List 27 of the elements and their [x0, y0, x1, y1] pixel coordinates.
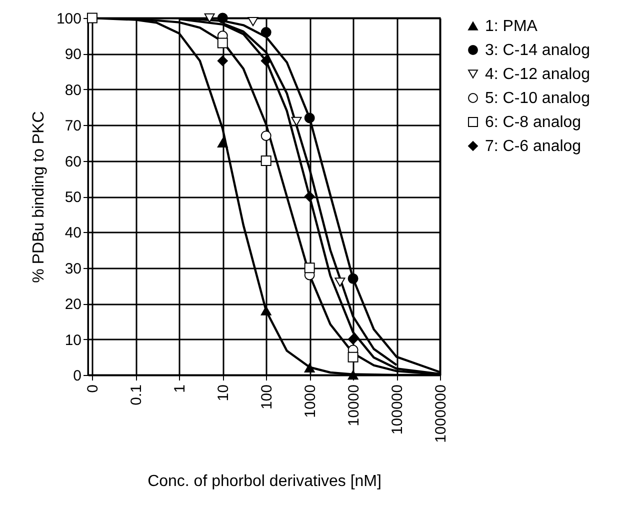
legend-label: 3: C-14 analog: [485, 42, 590, 59]
y-tick-label: 30: [64, 260, 82, 278]
x-tick-label: 10: [215, 384, 232, 402]
x-tick-label: 10000: [346, 384, 363, 426]
x-tick-label: 0.1: [128, 384, 146, 406]
x-tick-label: 1: [172, 384, 189, 393]
x-axis-title: Conc. of phorbol derivatives [nM]: [148, 472, 382, 490]
y-tick-label: 40: [64, 224, 82, 242]
legend-label: 4: C-12 analog: [485, 66, 590, 83]
y-tick-label: 60: [64, 153, 82, 170]
x-tick-label: 100: [258, 384, 276, 410]
legend-label: 1: PMA: [485, 18, 538, 35]
y-tick-label: 20: [64, 296, 82, 314]
y-tick-label: 80: [64, 82, 82, 99]
x-tick-label: 0: [84, 384, 102, 393]
x-tick-label: 100000: [389, 384, 406, 435]
y-axis-title: % PDBu binding to PKC: [30, 111, 48, 283]
y-tick-label: 100: [56, 10, 82, 28]
legend-label: 5: C-10 analog: [485, 90, 590, 107]
x-tick-label: 1000: [302, 384, 320, 418]
x-tick-label: 1000000: [432, 384, 450, 443]
y-tick-label: 10: [64, 332, 82, 349]
legend-label: 6: C-8 analog: [485, 114, 582, 131]
legend-label: 7: C-6 analog: [485, 138, 582, 155]
y-tick-label: 50: [64, 189, 82, 206]
y-tick-label: 70: [64, 118, 82, 135]
y-tick-label: 90: [64, 46, 82, 64]
